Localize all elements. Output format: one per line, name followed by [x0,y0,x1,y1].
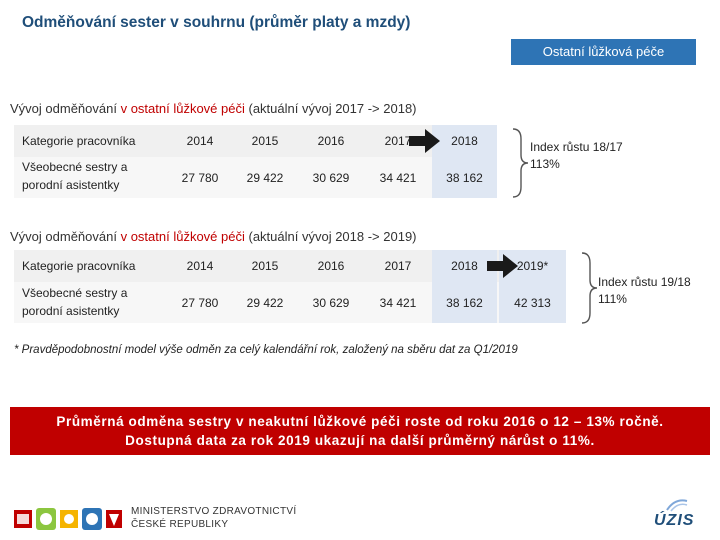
section1-arrow-icon [409,129,440,153]
section1-year-2017: 2017 [384,134,412,148]
section2-year-2014: 2014 [186,259,214,273]
summary-banner-line2: Dostupná data za rok 2019 ukazují na dal… [125,433,595,448]
section1-title-prefix: Vývoj odměňování [10,101,121,116]
section1-value-2018: 38 162 [446,170,483,185]
section1-value-2015: 29 422 [246,170,284,185]
section2-year-2016: 2016 [317,259,345,273]
ministry-name-line2: ČESKÉ REPUBLIKY [131,519,229,530]
category-tag: Ostatní lůžková péče [511,39,696,65]
section1-year-2015: 2015 [251,134,279,148]
section2-value-2016: 30 629 [312,295,350,310]
section2-arrow-icon [487,254,518,278]
section1-header-label: Kategorie pracovníka [22,134,136,148]
section1-data-row [14,157,497,198]
summary-banner: Průměrná odměna sestry v neakutní lůžkov… [10,407,710,455]
section2-value-2017: 34 421 [379,295,417,310]
section2-title-prefix: Vývoj odměňování [10,229,121,244]
section1-value-2016: 30 629 [312,170,350,185]
section2-row-label: Všeobecné sestry a porodní asistentky [22,284,127,320]
section2-year-2017: 2017 [384,259,412,273]
section1-row-label-line2: porodní asistentky [22,178,120,192]
section2-brace-icon [581,252,598,324]
ministry-logo-icon [14,508,122,530]
section1-index: Index růstu 18/17 113% [530,139,623,173]
section2-year-2019: 2019* [516,259,549,273]
section1-year-2016: 2016 [317,134,345,148]
section1-year-2018: 2018 [451,134,478,148]
section2-value-2015: 29 422 [246,295,284,310]
ministry-name-line1: MINISTERSTVO ZDRAVOTNICTVÍ [131,506,297,517]
section2-highlight-2018 [432,250,497,323]
section2-value-2014: 27 780 [181,295,219,310]
section2-index: Index růstu 19/18 111% [598,274,691,308]
section1-index-label: Index růstu 18/17 [530,140,623,154]
uzis-logo: ÚZIS [654,512,695,529]
section1-title-suffix: (aktuální vývoj 2017 -> 2018) [244,101,417,116]
section2-row-label-line1: Všeobecné sestry a [22,286,128,300]
section1-index-value: 113% [530,157,560,171]
section1-value-2014: 27 780 [181,170,219,185]
section1-brace-icon [512,128,529,198]
section2-value-2018: 38 162 [446,295,483,310]
section2-year-2015: 2015 [251,259,279,273]
section1-highlight-column [432,125,497,198]
section2-index-label: Index růstu 19/18 [598,275,691,289]
section1-row-label: Všeobecné sestry a porodní asistentky [22,158,127,194]
section2-year-2018: 2018 [451,259,478,273]
footnote: * Pravděpodobnostní model výše odměn za … [14,344,518,356]
summary-banner-line1: Průměrná odměna sestry v neakutní lůžkov… [56,414,664,429]
section2-row-label-line2: porodní asistentky [22,304,120,318]
section2-title-highlight: v ostatní lůžkové péči [120,229,245,244]
section1-row-label-line1: Všeobecné sestry a [22,160,128,174]
section1-year-2014: 2014 [186,134,214,148]
section2-header-label: Kategorie pracovníka [22,259,136,273]
section1-title: Vývoj odměňování v ostatní lůžkové péči … [10,101,417,116]
section2-title: Vývoj odměňování v ostatní lůžkové péči … [10,229,417,244]
section2-title-suffix: (aktuální vývoj 2018 -> 2019) [244,229,417,244]
section2-index-value: 111% [598,292,627,306]
page-title: Odměňování sester v souhrnu (průměr plat… [22,14,411,31]
section1-value-2017: 34 421 [379,170,417,185]
section2-value-2019: 42 313 [514,295,551,310]
section1-title-highlight: v ostatní lůžkové péči [120,101,245,116]
ministry-name: MINISTERSTVO ZDRAVOTNICTVÍ ČESKÉ REPUBLI… [131,505,296,531]
uzis-swoosh-icon [666,499,688,512]
